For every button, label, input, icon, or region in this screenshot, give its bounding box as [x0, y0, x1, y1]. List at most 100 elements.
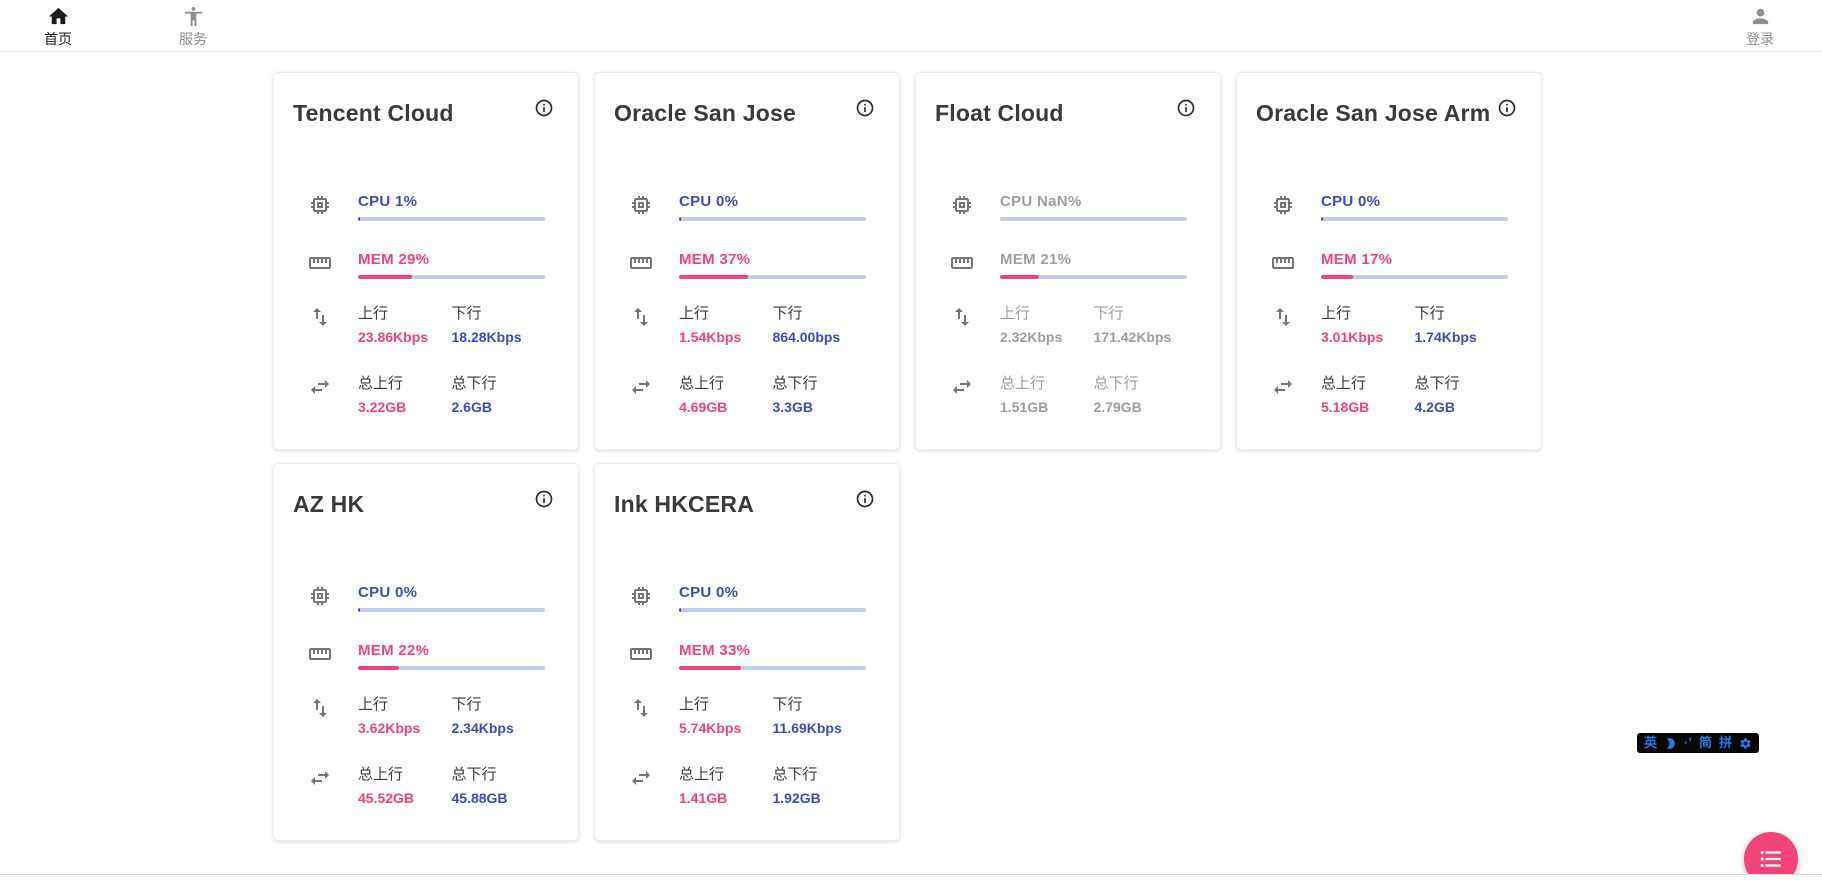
total-download-value: 2.79GB — [1093, 399, 1142, 415]
download-speed-value: 11.69Kbps — [772, 720, 842, 736]
memory-ruler-icon — [308, 642, 332, 666]
mem-progress-fill — [679, 275, 749, 279]
total-upload-label: 总上行 — [679, 375, 725, 392]
cpu-chip-icon — [629, 193, 653, 217]
server-name: Tencent Cloud — [293, 100, 454, 126]
total-download-value: 45.88GB — [451, 790, 508, 806]
total-upload-value: 1.51GB — [1000, 399, 1049, 415]
total-download-value: 4.2GB — [1414, 399, 1455, 415]
upload-speed-label: 上行 — [679, 696, 710, 713]
app-header: 首页 服务 登录 — [0, 0, 1822, 52]
mem-progress-bar — [1321, 275, 1508, 279]
upload-speed-value: 3.01Kbps — [1321, 329, 1384, 345]
memory-ruler-icon — [308, 251, 332, 275]
info-icon[interactable] — [534, 489, 554, 509]
server-card: Tencent Cloud CPU 1% — [273, 72, 579, 450]
download-speed-value: 864.00bps — [772, 329, 841, 345]
mem-usage-label: MEM 33% — [679, 642, 751, 659]
nav-item-home[interactable]: 首页 — [26, 5, 90, 49]
nav-item-login[interactable]: 登录 — [1728, 5, 1792, 49]
cpu-progress-bar — [358, 217, 545, 221]
total-upload-value: 4.69GB — [679, 399, 728, 415]
server-card: Oracle San Jose CPU 0% — [594, 72, 900, 450]
mem-usage-label: MEM 37% — [679, 251, 751, 268]
swap-vertical-icon — [950, 305, 974, 329]
info-icon[interactable] — [1497, 98, 1517, 118]
ime-punctuation-toggle[interactable]: ·’ — [1684, 735, 1692, 750]
cpu-progress-fill — [358, 217, 361, 221]
server-name: Oracle San Jose — [614, 100, 796, 126]
server-name: Ink HKCERA — [614, 491, 755, 517]
download-speed-label: 下行 — [772, 696, 803, 713]
total-download-label: 总下行 — [451, 375, 497, 392]
ime-simplified-toggle[interactable]: 简 — [1698, 735, 1712, 750]
total-download-value: 2.6GB — [451, 399, 492, 415]
cpu-progress-bar — [679, 217, 866, 221]
server-card: Ink HKCERA CPU 0% — [594, 463, 900, 841]
memory-ruler-icon — [950, 251, 974, 275]
total-download-value: 3.3GB — [772, 399, 813, 415]
mem-progress-bar — [358, 275, 545, 279]
cpu-chip-icon — [950, 193, 974, 217]
total-upload-label: 总上行 — [679, 766, 725, 783]
swap-vertical-icon — [629, 305, 653, 329]
mem-usage-label: MEM 17% — [1321, 251, 1393, 268]
nav-item-home-label: 首页 — [44, 31, 72, 47]
mem-progress-bar — [1000, 275, 1187, 279]
server-name: AZ HK — [293, 491, 365, 517]
server-name: Oracle San Jose Arm — [1256, 100, 1491, 126]
total-upload-label: 总上行 — [1000, 375, 1046, 392]
cpu-progress-fill — [1321, 217, 1324, 221]
info-icon[interactable] — [855, 489, 875, 509]
upload-speed-label: 上行 — [358, 305, 389, 322]
cpu-chip-icon — [308, 584, 332, 608]
total-upload-label: 总上行 — [358, 375, 404, 392]
total-upload-label: 总上行 — [358, 766, 404, 783]
gear-icon[interactable] — [1739, 737, 1752, 750]
server-card: AZ HK CPU 0% — [273, 463, 579, 841]
upload-speed-label: 上行 — [679, 305, 710, 322]
cpu-progress-fill — [679, 217, 682, 221]
swap-horizontal-icon — [308, 375, 332, 399]
memory-ruler-icon — [629, 251, 653, 275]
swap-horizontal-icon — [1271, 375, 1295, 399]
info-icon[interactable] — [534, 98, 554, 118]
swap-horizontal-icon — [629, 375, 653, 399]
upload-speed-value: 3.62Kbps — [358, 720, 421, 736]
page-footer — [0, 874, 1822, 892]
download-speed-value: 1.74Kbps — [1414, 329, 1477, 345]
ime-language-toggle[interactable]: 英 — [1644, 735, 1658, 750]
ime-pinyin-indicator[interactable]: 拼 — [1718, 735, 1732, 750]
download-speed-label: 下行 — [1414, 305, 1445, 322]
list-icon — [1758, 846, 1784, 872]
download-speed-value: 2.34Kbps — [451, 720, 514, 736]
total-upload-value: 1.41GB — [679, 790, 728, 806]
swap-vertical-icon — [629, 696, 653, 720]
cpu-usage-label: CPU 0% — [358, 584, 418, 601]
total-download-label: 总下行 — [1093, 375, 1139, 392]
ime-toolbar: 英 ·’ 简 拼 — [1637, 733, 1759, 753]
home-icon — [47, 5, 70, 28]
cpu-usage-label: CPU 0% — [679, 584, 739, 601]
cpu-progress-bar — [358, 608, 545, 612]
cpu-chip-icon — [308, 193, 332, 217]
mem-usage-label: MEM 22% — [358, 642, 430, 659]
server-card: Oracle San Jose Arm CPU 0% — [1236, 72, 1542, 450]
mem-usage-label: MEM 29% — [358, 251, 430, 268]
download-speed-label: 下行 — [1093, 305, 1124, 322]
cpu-progress-fill — [358, 608, 361, 612]
upload-speed-value: 1.54Kbps — [679, 329, 742, 345]
info-icon[interactable] — [1176, 98, 1196, 118]
server-cards-grid: Tencent Cloud CPU 1% — [273, 72, 1542, 841]
swap-vertical-icon — [1271, 305, 1295, 329]
moon-icon[interactable] — [1664, 737, 1677, 750]
mem-progress-fill — [358, 275, 413, 279]
swap-vertical-icon — [308, 696, 332, 720]
cpu-progress-bar — [1321, 217, 1508, 221]
mem-progress-bar — [679, 666, 866, 670]
nav-item-services[interactable]: 服务 — [161, 5, 225, 49]
mem-usage-label: MEM 21% — [1000, 251, 1072, 268]
cpu-progress-bar — [1000, 217, 1187, 221]
info-icon[interactable] — [855, 98, 875, 118]
cpu-chip-icon — [1271, 193, 1295, 217]
